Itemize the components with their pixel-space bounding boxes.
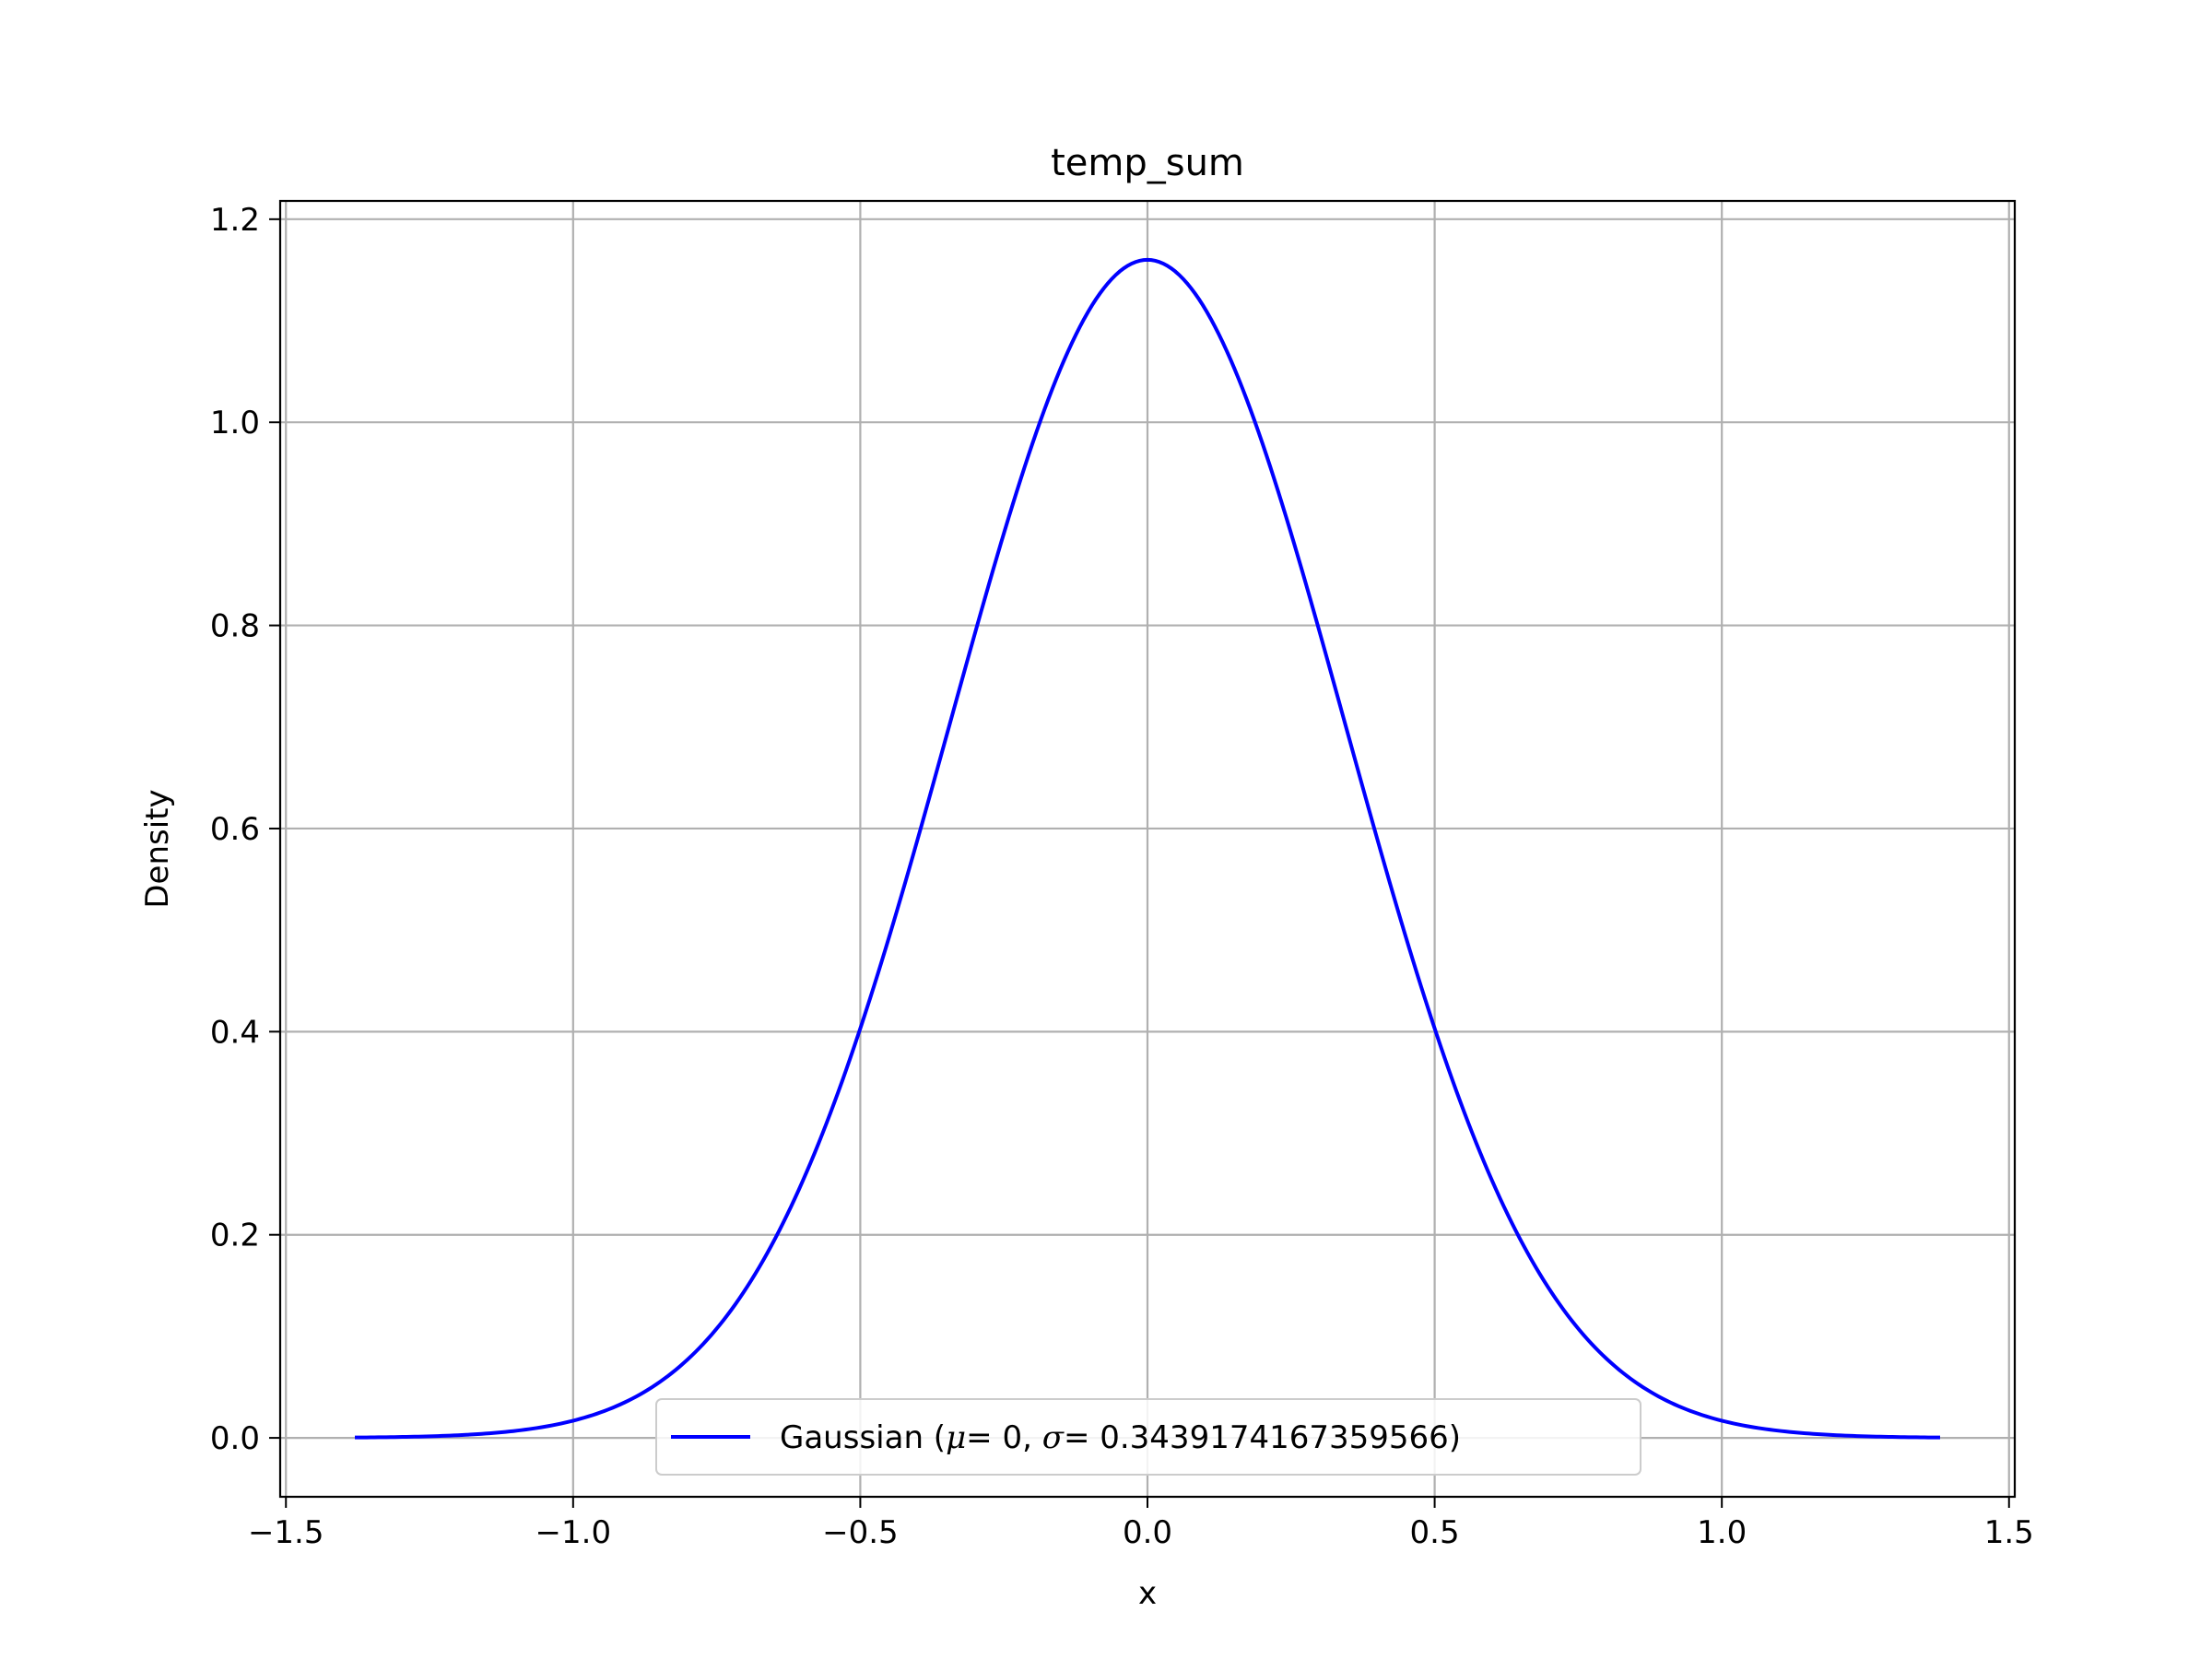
y-tick-label: 0.4 xyxy=(210,1014,260,1051)
y-tick-label: 0.8 xyxy=(210,608,260,645)
x-tick-label: −0.5 xyxy=(822,1514,899,1551)
legend-sigma-symbol: σ xyxy=(1042,1419,1065,1456)
x-tick-label: 1.5 xyxy=(1984,1514,2034,1551)
legend-sigma-value: = 0.3439174167359566) xyxy=(1064,1419,1461,1456)
y-tick-label: 0.2 xyxy=(210,1218,260,1254)
y-tick-label: 1.0 xyxy=(210,405,260,441)
y-tick-label: 0.6 xyxy=(210,811,260,848)
grid xyxy=(280,201,2015,1497)
ticks: −1.5 −1.0 −0.5 0.0 0.5 1.0 1.5 0.0 0.2 0.4 0.6 0.8 1… xyxy=(210,202,2034,1551)
x-tick-label: 0.5 xyxy=(1410,1514,1460,1551)
legend-prefix: Gaussian ( xyxy=(780,1419,946,1456)
chart-title: temp_sum xyxy=(1051,142,1244,184)
y-tick-label: 0.0 xyxy=(210,1420,260,1457)
legend-entry-gaussian: Gaussian (μ= 0, σ= 0.3439174167359566) xyxy=(780,1419,1461,1456)
x-tick-label: 0.0 xyxy=(1123,1514,1172,1551)
legend-mu-symbol: μ xyxy=(946,1419,966,1456)
legend-box xyxy=(655,1398,1641,1476)
y-axis-label: Density xyxy=(139,789,176,908)
x-tick-label: 1.0 xyxy=(1697,1514,1747,1551)
y-tick-label: 1.2 xyxy=(210,202,260,239)
x-tick-label: −1.0 xyxy=(535,1514,612,1551)
gaussian-curve xyxy=(354,257,1941,1440)
x-axis-label: x xyxy=(1138,1575,1157,1612)
legend: Gaussian (μ= 0, σ= 0.3439174167359566) xyxy=(655,1398,1641,1476)
legend-mu-value: = 0, xyxy=(966,1419,1042,1456)
x-tick-label: −1.5 xyxy=(248,1514,324,1551)
curve-layer xyxy=(354,257,1941,1440)
